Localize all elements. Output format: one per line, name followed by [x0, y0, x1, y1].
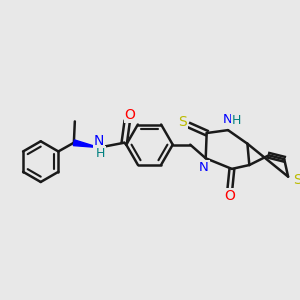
Text: H: H: [232, 114, 242, 127]
Text: N: N: [223, 113, 233, 126]
Text: S: S: [178, 116, 187, 129]
Text: N: N: [199, 161, 208, 174]
Text: O: O: [125, 108, 136, 122]
Text: S: S: [293, 172, 300, 187]
Text: N: N: [94, 134, 104, 148]
Text: O: O: [224, 189, 236, 203]
Text: H: H: [95, 147, 105, 160]
Polygon shape: [73, 140, 99, 148]
